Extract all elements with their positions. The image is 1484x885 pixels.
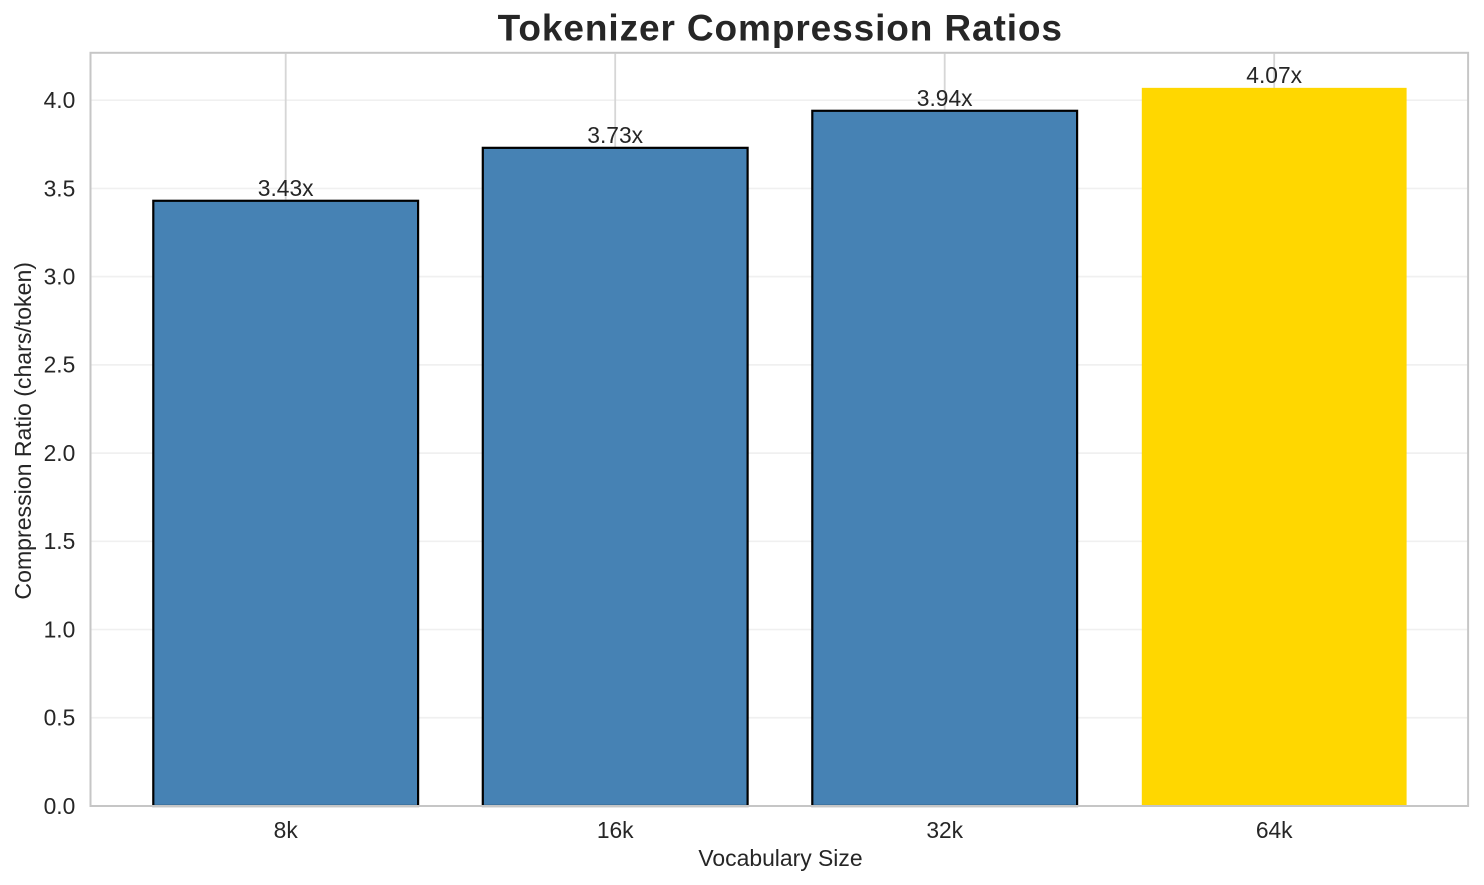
svg-text:3.43x: 3.43x <box>258 175 314 201</box>
svg-text:Compression Ratio (chars/token: Compression Ratio (chars/token) <box>10 262 36 600</box>
svg-text:3.0: 3.0 <box>44 264 76 290</box>
svg-text:4.07x: 4.07x <box>1246 62 1302 88</box>
svg-text:3.73x: 3.73x <box>587 122 643 148</box>
svg-text:1.0: 1.0 <box>44 616 76 642</box>
svg-text:3.5: 3.5 <box>44 175 76 201</box>
svg-text:0.0: 0.0 <box>44 793 76 819</box>
svg-text:1.5: 1.5 <box>44 528 76 554</box>
svg-text:3.94x: 3.94x <box>917 85 973 111</box>
svg-text:8k: 8k <box>274 817 299 843</box>
svg-text:Vocabulary Size: Vocabulary Size <box>698 845 862 871</box>
svg-text:64k: 64k <box>1256 817 1293 843</box>
svg-text:4.0: 4.0 <box>44 87 76 113</box>
svg-text:32k: 32k <box>926 817 963 843</box>
svg-text:2.5: 2.5 <box>44 352 76 378</box>
svg-text:16k: 16k <box>597 817 634 843</box>
svg-text:Tokenizer Compression Ratios: Tokenizer Compression Ratios <box>498 8 1063 49</box>
svg-text:2.0: 2.0 <box>44 440 76 466</box>
svg-text:0.5: 0.5 <box>44 705 76 731</box>
